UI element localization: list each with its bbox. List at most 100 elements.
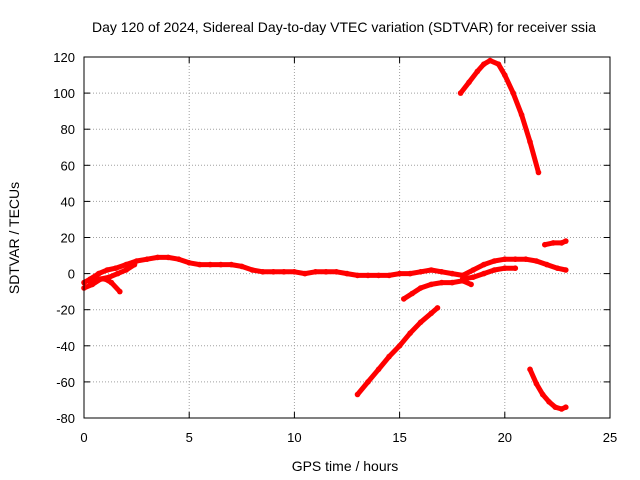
data-point <box>491 258 498 264</box>
data-point <box>544 261 550 268</box>
data-point <box>502 256 508 263</box>
data-point <box>428 267 435 273</box>
data-point <box>396 270 403 277</box>
y-tick-label: 60 <box>61 158 75 173</box>
data-point <box>554 265 561 272</box>
data-point <box>131 261 138 268</box>
data-point <box>93 276 100 282</box>
data-point <box>114 270 121 277</box>
data-point <box>502 72 508 78</box>
y-tick-label: 80 <box>61 122 75 137</box>
data-point <box>409 290 416 297</box>
data-point <box>533 380 540 387</box>
data-point <box>407 330 413 337</box>
data-point <box>487 57 493 64</box>
data-point <box>470 267 477 273</box>
data-point <box>196 261 203 268</box>
grid-layer <box>84 57 610 418</box>
data-point <box>312 269 319 275</box>
data-point <box>542 241 548 248</box>
data-point <box>481 261 487 268</box>
data-point <box>470 274 477 281</box>
data-point <box>396 343 403 349</box>
data-point <box>365 272 371 279</box>
data-point <box>512 265 519 272</box>
chart-title: Day 120 of 2024, Sidereal Day-to-day VTE… <box>92 19 596 35</box>
data-point <box>375 272 382 279</box>
y-tick-label: -60 <box>56 375 75 390</box>
x-tick-label: 25 <box>603 430 617 445</box>
data-point <box>539 391 546 398</box>
y-tick-label: -20 <box>56 303 75 318</box>
data-point <box>550 240 556 246</box>
data-point <box>546 399 552 405</box>
y-tick-label: 100 <box>53 86 75 101</box>
data-point <box>468 281 474 288</box>
data-point <box>333 269 340 275</box>
data-point <box>302 270 308 277</box>
data-point <box>260 269 266 275</box>
data-series-5 <box>354 305 441 398</box>
data-point <box>154 254 161 261</box>
y-tick-label: -40 <box>56 339 75 354</box>
data-point <box>175 256 182 263</box>
data-point <box>386 272 392 279</box>
data-point <box>512 256 519 263</box>
data-point <box>523 256 529 263</box>
data-point <box>89 281 96 288</box>
data-point <box>491 267 498 273</box>
data-point <box>563 267 569 273</box>
data-point <box>228 261 235 268</box>
data-point <box>466 79 472 86</box>
series-trace <box>458 58 541 175</box>
data-point <box>438 269 445 275</box>
y-tick-label: 120 <box>53 50 75 65</box>
data-point <box>401 296 407 302</box>
data-point <box>102 276 108 282</box>
data-point <box>449 279 456 286</box>
data-point <box>207 261 213 268</box>
data-point <box>481 270 487 277</box>
data-series-3 <box>85 276 123 295</box>
data-point <box>218 261 224 268</box>
data-series-8 <box>542 238 569 248</box>
data-point <box>386 353 392 360</box>
data-point <box>563 238 569 244</box>
tick-layer: 0 5 10 15 20 25 -80 -60 -40 -20 0 20 40 60 80 100 120 <box>53 50 617 445</box>
data-point <box>558 406 565 412</box>
y-tick-label: 0 <box>68 267 75 282</box>
y-axis-title: SDTVAR / TECUs <box>6 182 22 294</box>
data-point <box>502 265 508 272</box>
x-tick-label: 5 <box>186 430 193 445</box>
x-tick-label: 10 <box>287 430 301 445</box>
data-point <box>434 305 441 311</box>
data-point <box>165 254 171 261</box>
data-point <box>123 261 129 268</box>
data-point <box>428 310 435 317</box>
data-point <box>323 269 329 275</box>
x-tick-label: 0 <box>80 430 87 445</box>
data-point <box>518 112 525 118</box>
data-point <box>85 278 91 284</box>
data-point <box>407 270 413 277</box>
data-point <box>144 256 150 263</box>
x-tick-label: 20 <box>498 430 512 445</box>
data-point <box>112 265 119 272</box>
data-series-1 <box>81 254 569 286</box>
data-point <box>354 272 361 279</box>
data-point <box>457 90 464 96</box>
data-point <box>365 379 371 385</box>
data-series-6 <box>457 57 542 176</box>
data-point <box>428 281 435 288</box>
data-point <box>108 279 115 286</box>
series-trace <box>401 278 474 302</box>
data-point <box>249 267 256 273</box>
data-point <box>123 267 129 273</box>
data-point <box>527 366 533 373</box>
data-point <box>438 279 445 286</box>
data-point <box>417 319 424 326</box>
data-point <box>527 139 533 145</box>
data-point <box>354 391 361 398</box>
